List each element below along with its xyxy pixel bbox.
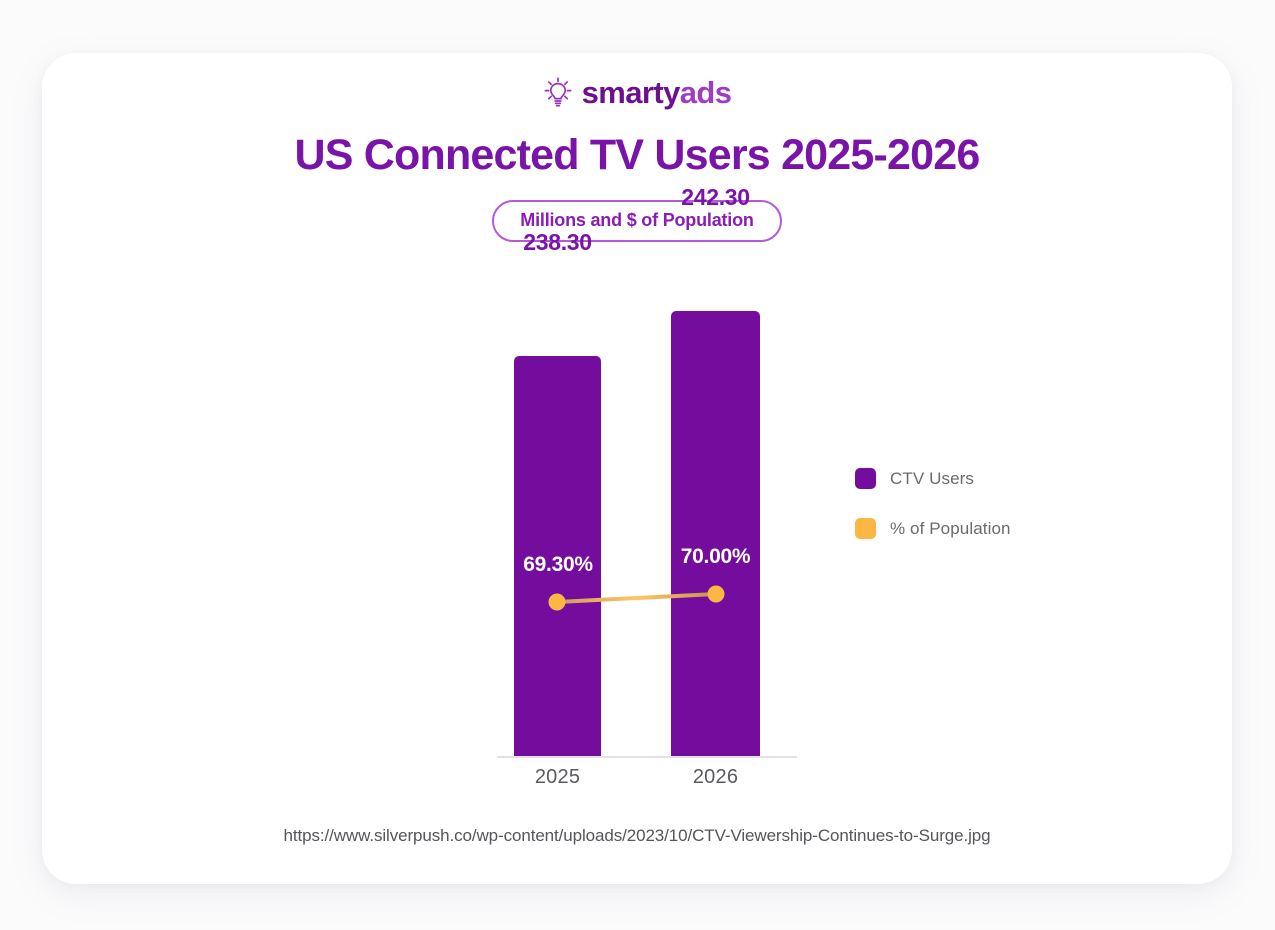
x-axis-labels: 2025 2026 bbox=[497, 766, 797, 792]
legend-swatch-ctv-users bbox=[855, 468, 876, 489]
percent-line-series bbox=[548, 585, 725, 611]
brand-name-primary: smarty bbox=[581, 74, 681, 110]
source-url: https://www.silverpush.co/wp-content/upl… bbox=[283, 826, 991, 845]
line-value-2025: 69.30% bbox=[523, 553, 593, 576]
bar-2026 bbox=[671, 311, 760, 756]
line-marker-2025 bbox=[548, 593, 566, 611]
bar-value-2025: 238.30 bbox=[523, 229, 592, 255]
line-marker-2026 bbox=[707, 585, 725, 603]
chart-card: smartyads US Connected TV Users 2025-202… bbox=[42, 53, 1232, 884]
legend-item-percent-population: % of Population bbox=[855, 518, 1011, 539]
legend-item-ctv-users: CTV Users bbox=[855, 468, 1011, 489]
x-axis-label-2026: 2026 bbox=[692, 766, 739, 788]
line-value-2026: 70.00% bbox=[680, 545, 751, 568]
legend-label-ctv-users: CTV Users bbox=[890, 468, 975, 488]
x-axis-line bbox=[497, 756, 797, 758]
lightbulb-icon bbox=[543, 76, 573, 108]
brand-logo: smartyads bbox=[42, 76, 1232, 108]
subtitle-pill-wrap: Millions and $ of Population bbox=[42, 200, 1232, 242]
brand-name-secondary: ads bbox=[679, 74, 732, 110]
x-axis-label-2025: 2025 bbox=[534, 766, 581, 788]
line-segment-2025-2026 bbox=[555, 592, 718, 604]
legend-label-percent-population: % of Population bbox=[890, 518, 1011, 538]
brand-wordmark: smartyads bbox=[582, 77, 732, 108]
bar-2025 bbox=[514, 356, 601, 756]
legend-swatch-percent-population bbox=[855, 518, 876, 539]
chart-legend: CTV Users % of Population bbox=[855, 468, 1011, 539]
plot-area: 238.30 242.30 69.30% bbox=[497, 184, 797, 788]
page-title: US Connected TV Users 2025-2026 bbox=[294, 131, 980, 179]
subtitle-pill: Millions and $ of Population bbox=[492, 200, 782, 242]
chart-area: 238.30 242.30 69.30% bbox=[42, 53, 1232, 884]
bar-value-2026: 242.30 bbox=[681, 184, 750, 210]
